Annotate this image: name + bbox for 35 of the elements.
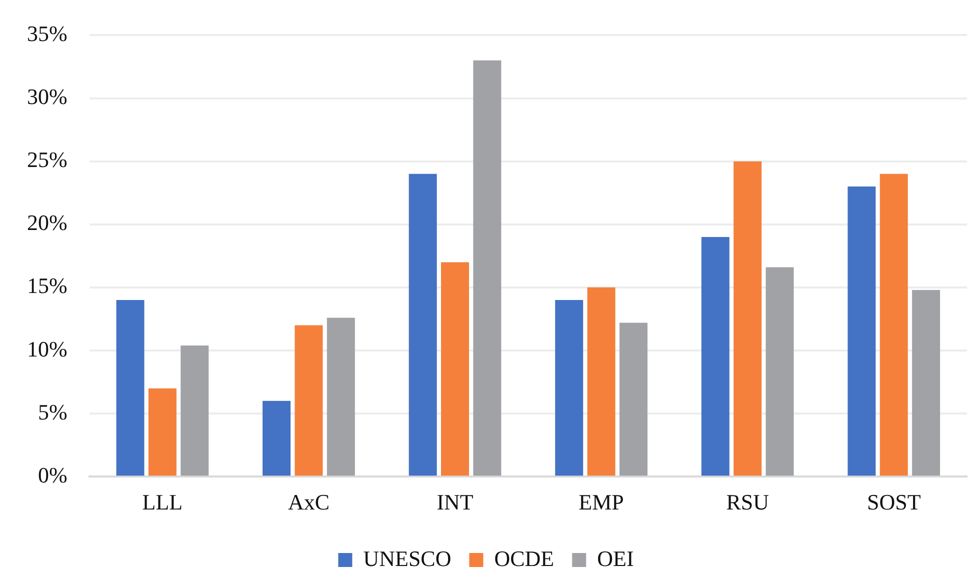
bar [326,318,355,476]
bar [294,325,323,476]
bar [619,322,648,476]
x-tick-label: SOST [866,490,922,515]
bar [701,236,730,476]
bar [555,300,584,476]
y-tick-label: 10% [27,336,68,362]
bar [441,262,470,476]
x-tick-label: LLL [142,490,183,515]
x-tick-label: AxC [288,490,330,515]
bar [148,388,176,476]
legend-label: UNESCO [363,546,452,571]
y-tick-label: 5% [38,399,68,424]
y-tick-label: 30% [27,84,68,110]
bar [180,345,209,476]
x-tick-label: RSU [726,490,770,515]
bar [587,287,616,476]
bar [880,174,908,476]
x-tick-label: INT [436,490,474,515]
y-tick-label: 20% [27,210,68,236]
x-tick-label: EMP [578,490,624,515]
y-tick-label: 15% [27,273,68,298]
legend-label: OEI [597,546,634,571]
bar [912,290,940,476]
y-tick-label: 25% [27,147,68,172]
bar [734,161,762,476]
bar [408,174,437,476]
legend-label: OCDE [494,546,554,571]
bar [473,60,502,476]
bar [848,186,876,476]
y-tick-label: 0% [38,462,68,488]
bar [766,267,794,476]
y-tick-label: 35% [27,20,68,46]
bar [116,300,144,476]
bar [262,400,291,476]
